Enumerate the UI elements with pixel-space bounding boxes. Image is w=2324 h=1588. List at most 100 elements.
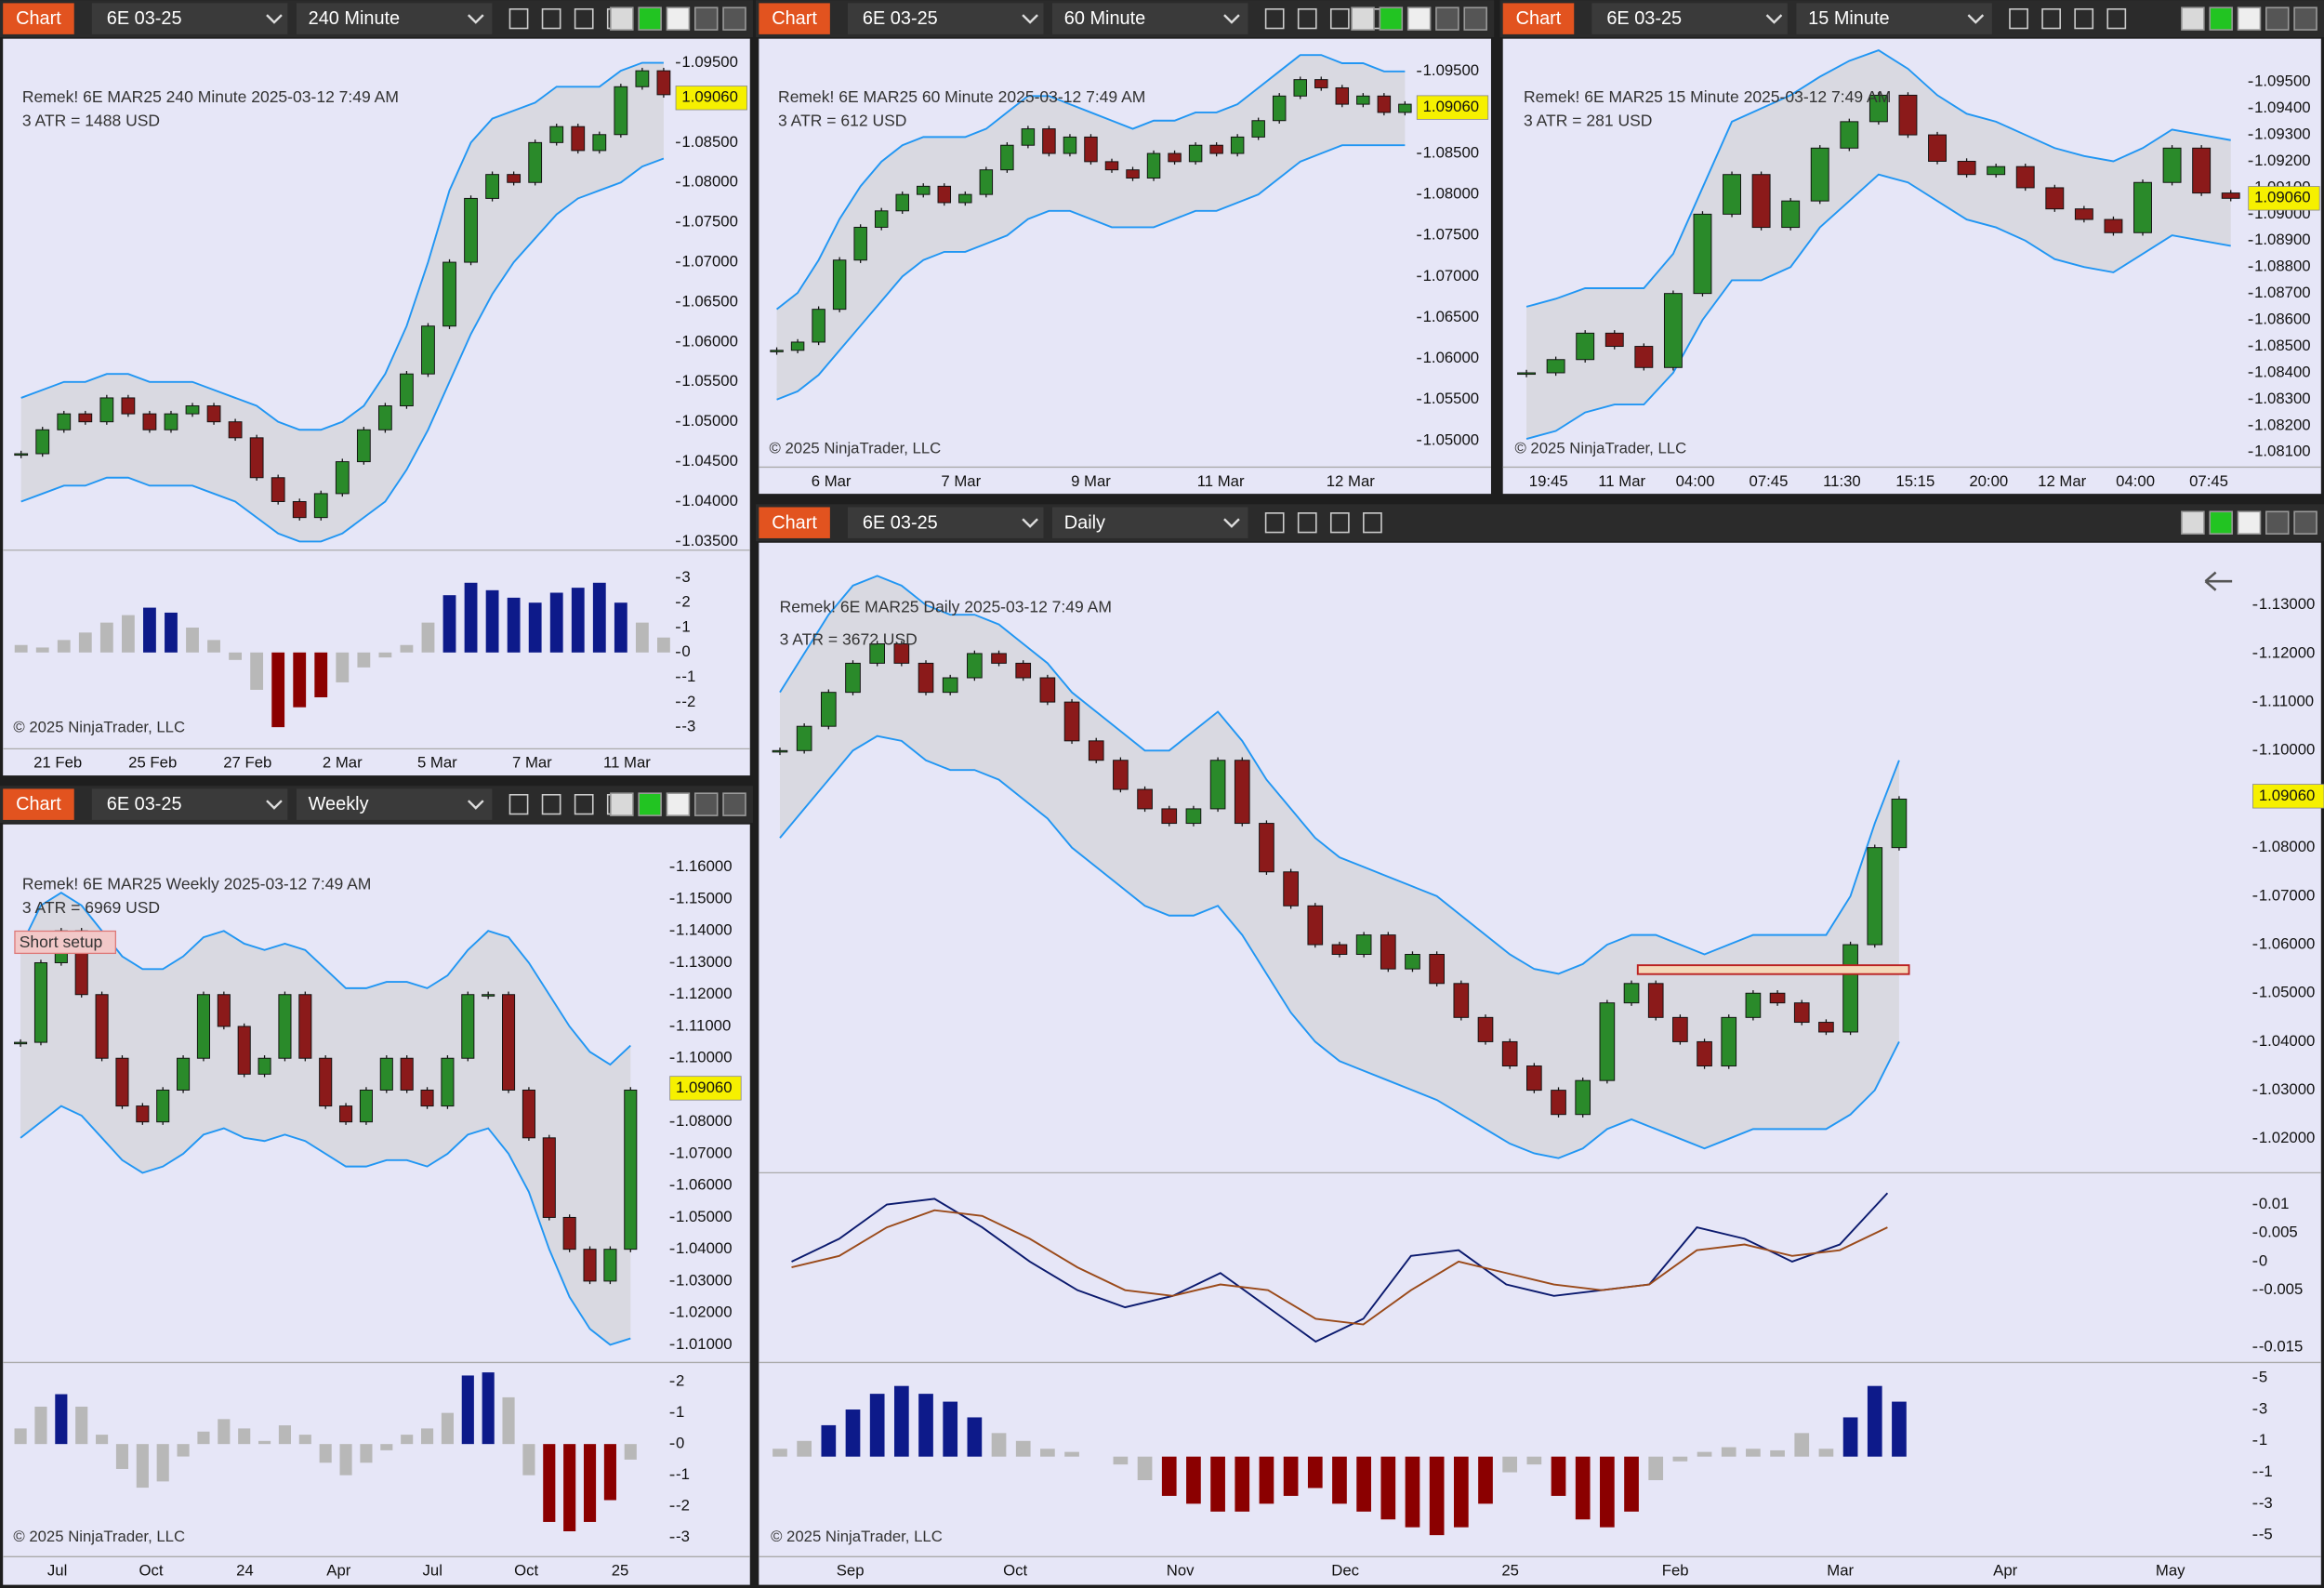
- chart-button[interactable]: [3, 788, 74, 820]
- histogram-bar: [461, 1375, 474, 1445]
- candle: [1453, 983, 1470, 1018]
- window-button[interactable]: [610, 7, 634, 31]
- histogram-bar: [1380, 1456, 1396, 1520]
- window-button[interactable]: [1351, 7, 1375, 31]
- band-fill: [20, 62, 664, 542]
- candle: [379, 1057, 393, 1091]
- indicator-tick-label: 1: [676, 1403, 684, 1421]
- candle: [1331, 944, 1348, 955]
- toolbar-icon[interactable]: [1329, 7, 1350, 30]
- chart-button[interactable]: [3, 3, 74, 34]
- price-tick-label: 1.08300: [2254, 390, 2311, 407]
- histogram-bar: [99, 622, 113, 653]
- toolbar-icon[interactable]: [2106, 7, 2127, 30]
- window-button[interactable]: [2265, 510, 2290, 535]
- window-button[interactable]: [638, 792, 662, 816]
- window-button[interactable]: [2181, 510, 2205, 535]
- candle: [1957, 161, 1976, 176]
- window-button[interactable]: [2209, 7, 2233, 31]
- instrument-dropdown[interactable]: [1591, 3, 1788, 34]
- toolbar-icon[interactable]: [508, 7, 529, 30]
- histogram-bar: [319, 1444, 332, 1463]
- time-tick-label: 11 Mar: [1598, 472, 1645, 490]
- window-button[interactable]: [693, 7, 719, 31]
- histogram-bar: [177, 1444, 190, 1457]
- chart-button[interactable]: [759, 3, 830, 34]
- time-tick-label: 07:45: [2189, 472, 2228, 490]
- window-button[interactable]: [2209, 510, 2233, 535]
- candle: [1623, 983, 1640, 1004]
- candle: [1259, 823, 1274, 873]
- toolbar-icon[interactable]: [541, 794, 561, 815]
- histogram-bar: [165, 612, 178, 653]
- window-button[interactable]: [2237, 7, 2262, 31]
- price-tick-label: 1.08200: [2254, 416, 2311, 433]
- toolbar-icon[interactable]: [1363, 512, 1382, 534]
- interval-dropdown[interactable]: [1052, 3, 1248, 34]
- dropdown-chevron: [1223, 14, 1240, 24]
- toolbar-icon[interactable]: [508, 794, 529, 815]
- current-price-box: [2248, 186, 2320, 211]
- window-button[interactable]: [1379, 7, 1404, 31]
- instrument-label: 6E 03-25: [1606, 8, 1682, 29]
- copyright: © 2025 NinjaTrader, LLC: [771, 1528, 943, 1545]
- window-button[interactable]: [722, 7, 746, 31]
- window-button[interactable]: [722, 792, 746, 816]
- interval-label: Daily: [1064, 512, 1105, 533]
- price-tick-label: 1.13000: [676, 953, 732, 971]
- window-button[interactable]: [638, 7, 662, 31]
- window-button[interactable]: [666, 792, 691, 816]
- toolbar-icon[interactable]: [574, 7, 594, 30]
- copyright: © 2025 NinjaTrader, LLC: [769, 440, 941, 457]
- price-tick-label: 1.08000: [681, 173, 738, 191]
- toolbar-icon[interactable]: [2009, 7, 2028, 30]
- candle: [78, 413, 93, 423]
- price-tick-label: 1.08500: [1423, 143, 1480, 161]
- interval-dropdown[interactable]: [1796, 3, 1992, 34]
- instrument-dropdown[interactable]: [847, 3, 1044, 34]
- toolbar-icon[interactable]: [1297, 7, 1317, 30]
- price-tick-label: 1.06500: [1423, 308, 1480, 325]
- instrument-label: 6E 03-25: [863, 512, 938, 533]
- zone-box: [1636, 964, 1910, 975]
- indicator-tick-label: -1: [681, 668, 695, 685]
- toolbar-icon[interactable]: [2074, 7, 2094, 30]
- toolbar-icon[interactable]: [574, 794, 594, 815]
- toolbar-icon[interactable]: [1264, 7, 1285, 30]
- back-arrow[interactable]: [2204, 571, 2233, 591]
- interval-dropdown[interactable]: [1052, 507, 1248, 538]
- candle: [1721, 1016, 1737, 1066]
- window-button[interactable]: [693, 792, 719, 816]
- window-button[interactable]: [2293, 510, 2317, 535]
- instrument-dropdown[interactable]: [847, 507, 1044, 538]
- instrument-dropdown[interactable]: [91, 788, 288, 820]
- chart-button[interactable]: [1502, 3, 1575, 34]
- histogram-bar: [293, 652, 307, 708]
- indicator-tick-label: 0.01: [2259, 1195, 2290, 1212]
- candle: [1113, 760, 1129, 790]
- interval-dropdown[interactable]: [296, 788, 493, 820]
- window-button[interactable]: [2181, 7, 2205, 31]
- toolbar-icon[interactable]: [1297, 512, 1317, 534]
- price-tick-label: 1.03000: [2259, 1080, 2316, 1098]
- interval-dropdown[interactable]: [296, 3, 493, 34]
- toolbar-icon[interactable]: [1329, 512, 1350, 534]
- toolbar-icon[interactable]: [1264, 512, 1285, 534]
- candle: [1272, 95, 1287, 122]
- window-button[interactable]: [666, 7, 691, 31]
- window-button[interactable]: [2293, 7, 2317, 31]
- window-button[interactable]: [2265, 7, 2290, 31]
- candle: [1697, 1040, 1712, 1066]
- candle: [1781, 200, 1801, 229]
- instrument-dropdown[interactable]: [91, 3, 288, 34]
- window-button[interactable]: [2237, 510, 2262, 535]
- candle: [2074, 208, 2093, 220]
- toolbar-icon[interactable]: [2041, 7, 2061, 30]
- chart-button[interactable]: [759, 507, 830, 538]
- window-button[interactable]: [1435, 7, 1459, 31]
- window-button[interactable]: [610, 792, 634, 816]
- candle: [893, 642, 910, 664]
- toolbar-icon[interactable]: [541, 7, 561, 30]
- window-button[interactable]: [1463, 7, 1487, 31]
- window-button[interactable]: [1406, 7, 1432, 31]
